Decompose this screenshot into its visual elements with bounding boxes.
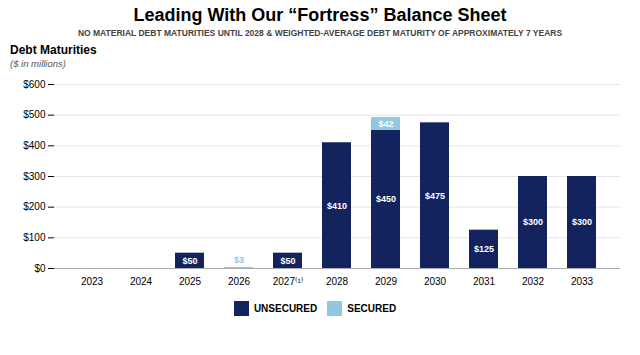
svg-text:2028: 2028 bbox=[326, 276, 349, 287]
svg-text:2027⁽¹⁾: 2027⁽¹⁾ bbox=[273, 276, 304, 287]
svg-text:$125: $125 bbox=[474, 244, 494, 254]
html-text:SECURED: SECURED bbox=[347, 303, 397, 314]
svg-text:$500: $500 bbox=[23, 109, 46, 120]
svg-text:$600: $600 bbox=[23, 79, 46, 90]
svg-text:$50: $50 bbox=[182, 256, 197, 266]
svg-text:$50: $50 bbox=[280, 256, 295, 266]
svg-text:$100: $100 bbox=[23, 232, 46, 243]
svg-text:$42: $42 bbox=[378, 119, 393, 129]
svg-text:$300: $300 bbox=[523, 217, 543, 227]
svg-text:2026: 2026 bbox=[228, 276, 251, 287]
svg-text:$300: $300 bbox=[23, 171, 46, 182]
svg-text:$475: $475 bbox=[425, 191, 445, 201]
html-text:Debt Maturities: Debt Maturities bbox=[10, 43, 97, 57]
svg-text:2033: 2033 bbox=[571, 276, 594, 287]
svg-text:$410: $410 bbox=[327, 201, 347, 211]
html-text:($ in millions): ($ in millions) bbox=[10, 58, 66, 69]
svg-text:$200: $200 bbox=[23, 201, 46, 212]
svg-text:2025: 2025 bbox=[179, 276, 202, 287]
html-text:Leading With Our “Fortress” Ba: Leading With Our “Fortress” Balance Shee… bbox=[133, 5, 507, 25]
svg-text:2024: 2024 bbox=[130, 276, 153, 287]
svg-text:2030: 2030 bbox=[424, 276, 447, 287]
html-text:NO MATERIAL DEBT MATURITIES UN: NO MATERIAL DEBT MATURITIES UNTIL 2028 &… bbox=[77, 28, 563, 38]
svg-text:$300: $300 bbox=[572, 217, 592, 227]
svg-text:2029: 2029 bbox=[375, 276, 398, 287]
svg-text:2032: 2032 bbox=[522, 276, 545, 287]
svg-text:$400: $400 bbox=[23, 140, 46, 151]
svg-text:$0: $0 bbox=[34, 263, 46, 274]
svg-text:$3: $3 bbox=[234, 255, 244, 265]
html-text:UNSECURED: UNSECURED bbox=[253, 303, 318, 314]
svg-text:2023: 2023 bbox=[81, 276, 104, 287]
svg-text:$450: $450 bbox=[376, 194, 396, 204]
svg-text:2031: 2031 bbox=[473, 276, 496, 287]
